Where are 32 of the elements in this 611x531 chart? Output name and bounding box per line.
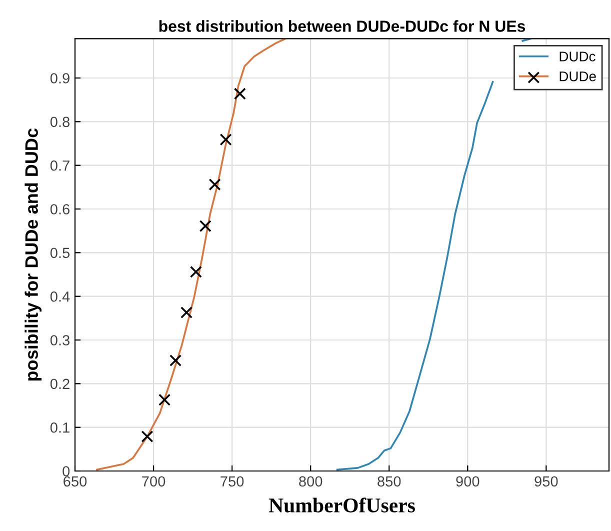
x-tick-label: 850 [378, 476, 401, 487]
y-tick-label: 0.7 [50, 160, 70, 171]
point [141, 430, 154, 443]
x-tick-label: 650 [64, 476, 87, 487]
legend-label: DUDe [560, 72, 596, 82]
x-tick-label: 800 [299, 476, 322, 487]
y-axis-title: posibility for DUDe and DUDc [24, 128, 42, 381]
point [169, 354, 182, 367]
y-tick-label: 0.9 [50, 73, 70, 84]
y-tick-label: 0.2 [50, 378, 70, 390]
legend-label: DUDc [560, 52, 596, 62]
point [158, 394, 171, 406]
y-tick-label: 0.1 [50, 422, 70, 433]
point [220, 134, 232, 146]
y-tick-label: 0.3 [50, 335, 70, 346]
point [199, 220, 212, 232]
x-tick-label: 700 [142, 476, 166, 487]
chart-title: best distribution between DUDe-DUDc for N UEs [159, 20, 526, 32]
point [208, 178, 221, 191]
y-tick-label: 0.6 [50, 204, 70, 214]
y-tick-label: 0.8 [50, 116, 70, 128]
x-tick-label: 750 [220, 476, 244, 487]
x-axis-title: NumberOfUsers [268, 498, 415, 512]
point [180, 306, 193, 319]
x-tick-label: 900 [456, 476, 480, 487]
line-series [96, 38, 286, 471]
x-tick-label: 950 [534, 476, 558, 487]
point [234, 88, 246, 100]
point [190, 266, 202, 278]
y-tick-label: 0.5 [50, 248, 70, 258]
y-tick-label: 0.4 [50, 291, 70, 302]
y-tick-label: 0 [62, 466, 70, 476]
